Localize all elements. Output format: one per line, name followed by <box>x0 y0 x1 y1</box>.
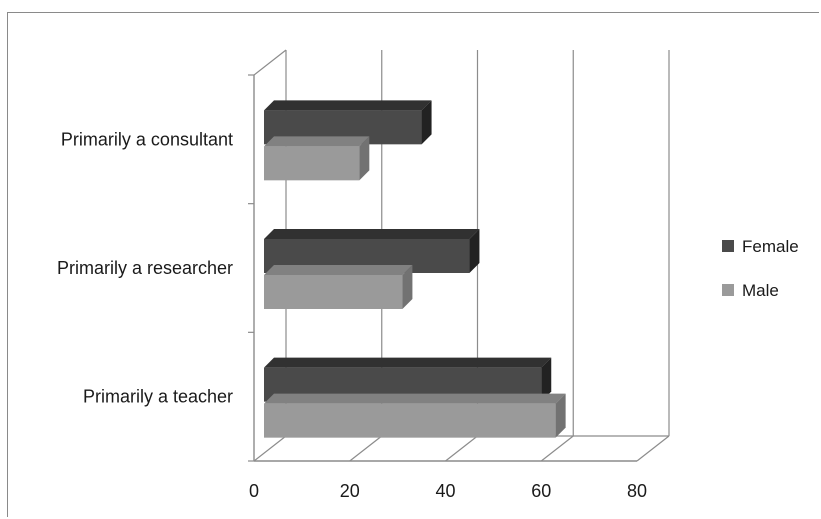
legend-swatch <box>722 240 734 252</box>
x-tick-label: 80 <box>627 481 647 501</box>
bar-male <box>264 136 370 181</box>
x-tick-label: 60 <box>531 481 551 501</box>
legend-label: Female <box>742 237 799 256</box>
bars <box>264 100 566 438</box>
x-tick-label: 40 <box>435 481 455 501</box>
bar-top <box>264 393 566 404</box>
floor-gridline <box>445 435 478 462</box>
axes <box>248 49 637 462</box>
bar-end <box>402 265 413 309</box>
category-label: Primarily a researcher <box>57 258 233 278</box>
floor-gridline <box>636 435 670 462</box>
bar-face <box>264 146 360 181</box>
labels: 0 20 40 60 80 Primarily a consultant Primarily… <box>57 129 647 501</box>
category-label: Primarily a teacher <box>83 387 233 407</box>
bar-top <box>264 265 413 275</box>
bar-top <box>264 357 552 368</box>
bar-end <box>541 357 552 402</box>
legend-swatch <box>722 284 734 296</box>
legend-label: Male <box>742 281 779 300</box>
bar-end <box>421 100 432 145</box>
bar-end <box>469 229 480 273</box>
bar-end <box>555 393 566 438</box>
floor-gridline <box>540 435 574 462</box>
bar-male <box>264 393 566 438</box>
bar-end <box>359 136 370 181</box>
x-tick-label: 20 <box>340 481 360 501</box>
x-tick-label: 0 <box>249 481 259 501</box>
bar-male <box>264 265 413 309</box>
bar-face <box>264 403 556 438</box>
bar-face <box>264 275 403 309</box>
legend: Female Male <box>722 237 799 300</box>
bar-top <box>264 229 480 239</box>
bar-top <box>264 136 370 147</box>
chart-frame <box>7 12 819 517</box>
bar-top <box>264 100 432 111</box>
y-axis-top-edge <box>253 49 287 76</box>
category-label: Primarily a consultant <box>61 129 233 149</box>
floor-gridline <box>253 435 287 462</box>
floor-gridline <box>349 435 383 462</box>
